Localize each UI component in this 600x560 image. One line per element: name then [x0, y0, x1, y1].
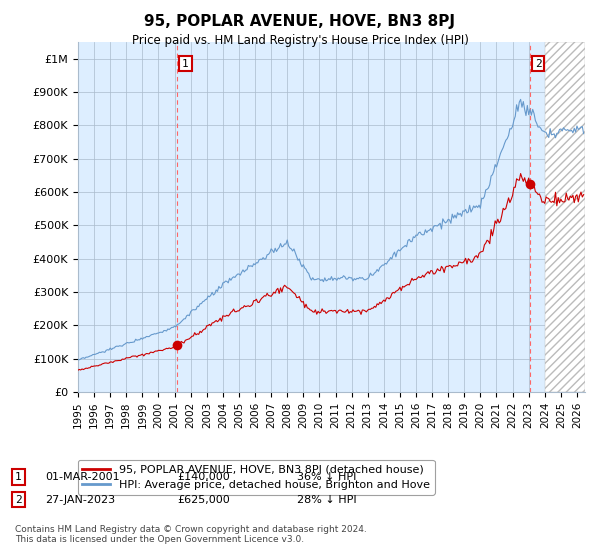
- Text: 01-MAR-2001: 01-MAR-2001: [45, 472, 119, 482]
- Legend: 95, POPLAR AVENUE, HOVE, BN3 8PJ (detached house), HPI: Average price, detached : 95, POPLAR AVENUE, HOVE, BN3 8PJ (detach…: [78, 460, 434, 494]
- Text: Contains HM Land Registry data © Crown copyright and database right 2024.
This d: Contains HM Land Registry data © Crown c…: [15, 525, 367, 544]
- Text: 1: 1: [15, 472, 22, 482]
- Text: 95, POPLAR AVENUE, HOVE, BN3 8PJ: 95, POPLAR AVENUE, HOVE, BN3 8PJ: [145, 14, 455, 29]
- Text: £140,000: £140,000: [177, 472, 230, 482]
- Text: £625,000: £625,000: [177, 494, 230, 505]
- Text: 2: 2: [15, 494, 22, 505]
- Text: 36% ↓ HPI: 36% ↓ HPI: [297, 472, 356, 482]
- Text: 2: 2: [535, 59, 542, 69]
- Text: 28% ↓ HPI: 28% ↓ HPI: [297, 494, 356, 505]
- Text: 1: 1: [182, 59, 189, 69]
- Text: Price paid vs. HM Land Registry's House Price Index (HPI): Price paid vs. HM Land Registry's House …: [131, 34, 469, 46]
- Text: 27-JAN-2023: 27-JAN-2023: [45, 494, 115, 505]
